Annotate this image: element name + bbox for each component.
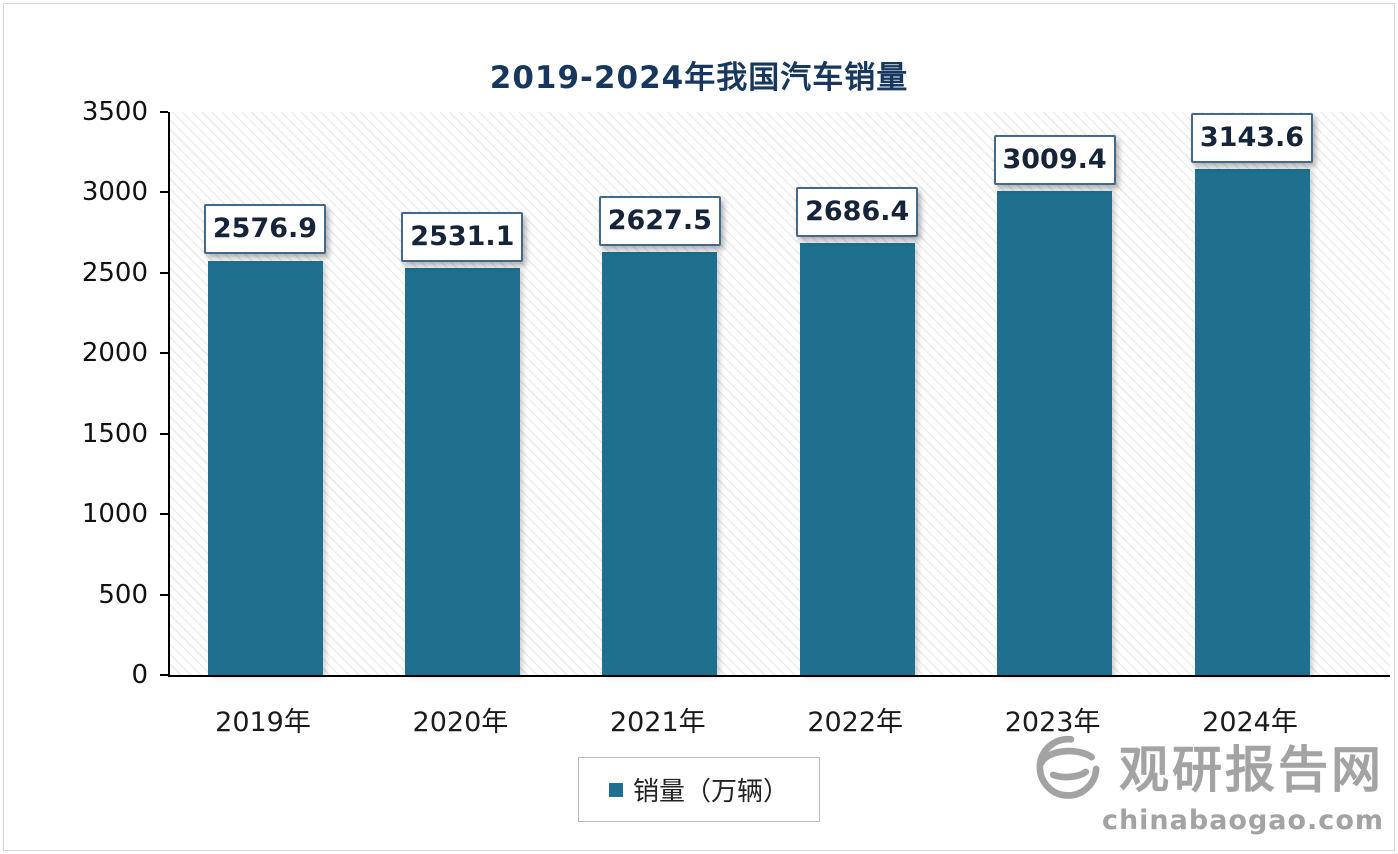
y-tick-mark bbox=[160, 513, 168, 516]
bar bbox=[997, 190, 1113, 675]
y-tick-mark bbox=[160, 352, 168, 355]
x-tick-label: 2024年 bbox=[1202, 707, 1298, 738]
y-tick-label: 1500 bbox=[81, 418, 148, 449]
y-tick-label: 2000 bbox=[81, 338, 148, 369]
bar bbox=[799, 242, 915, 675]
watermark-site-name: 观研报告网 bbox=[1119, 741, 1384, 799]
bar-value-label: 2576.9 bbox=[204, 204, 326, 255]
bar bbox=[1194, 169, 1310, 675]
swirl-logo-icon bbox=[1036, 735, 1100, 799]
y-tick-label: 500 bbox=[98, 579, 148, 610]
x-tick-label: 2023年 bbox=[1004, 707, 1101, 738]
y-tick-mark bbox=[160, 674, 168, 676]
legend-label: 销量（万辆） bbox=[632, 777, 790, 807]
bar-value-label: 2531.1 bbox=[401, 211, 524, 262]
bar bbox=[207, 260, 323, 675]
watermark: 观研报告网 chinabaogao.com bbox=[1031, 729, 1384, 836]
y-tick-label: 0 bbox=[131, 660, 148, 690]
bar-value-label: 3143.6 bbox=[1191, 113, 1313, 164]
y-tick-label: 1000 bbox=[81, 499, 148, 530]
y-tick-mark bbox=[160, 432, 168, 435]
x-tick-label: 2019年 bbox=[215, 707, 311, 738]
plot-area bbox=[168, 112, 1390, 677]
y-tick-mark bbox=[160, 191, 168, 194]
y-tick-mark bbox=[160, 593, 168, 596]
x-tick-label: 2022年 bbox=[807, 707, 904, 738]
bar bbox=[404, 267, 520, 675]
chart-title: 2019-2024年我国汽车销量 bbox=[489, 60, 909, 96]
y-tick-label: 3500 bbox=[81, 97, 148, 127]
bar-value-label: 2627.5 bbox=[598, 196, 721, 247]
legend: 销量（万辆） bbox=[577, 757, 821, 822]
y-tick-label: 2500 bbox=[81, 257, 148, 288]
bar-value-label: 2686.4 bbox=[796, 186, 919, 237]
watermark-site-url: chinabaogao.com bbox=[1101, 805, 1384, 836]
x-tick-label: 2021年 bbox=[609, 707, 706, 738]
bar-value-label: 3009.4 bbox=[993, 134, 1116, 185]
y-tick-label: 3000 bbox=[81, 177, 148, 208]
y-tick-mark bbox=[160, 271, 168, 274]
x-tick-label: 2020年 bbox=[412, 707, 509, 738]
legend-swatch bbox=[608, 782, 623, 797]
bar bbox=[602, 252, 718, 675]
y-tick-mark bbox=[160, 111, 168, 113]
